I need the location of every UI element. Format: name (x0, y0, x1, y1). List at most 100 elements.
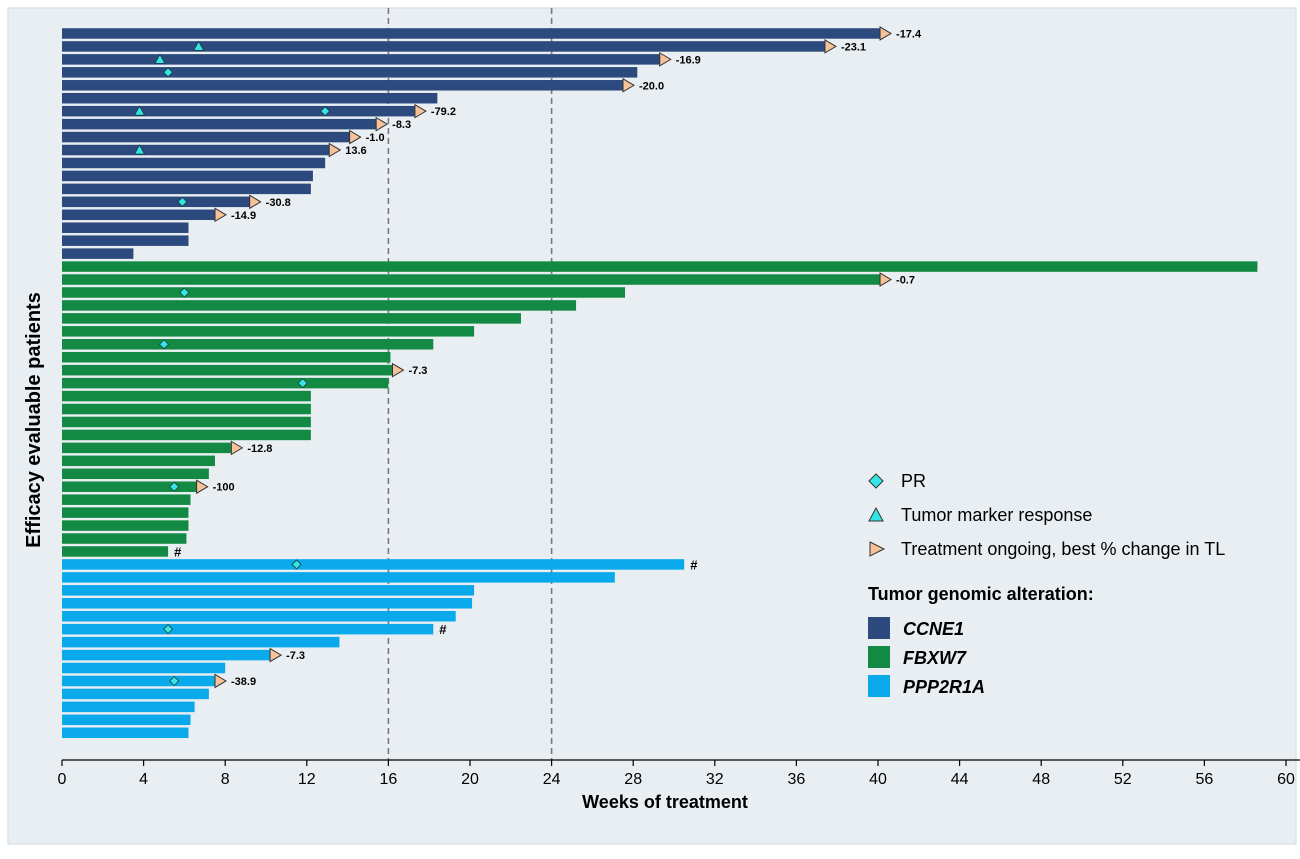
y-axis-label: Efficacy evaluable patients (23, 292, 45, 548)
hash-label: # (439, 622, 447, 637)
patient-bar (62, 520, 189, 531)
tumor-marker-response (154, 53, 166, 64)
patient-bar (62, 572, 615, 583)
best-change-label: -30.8 (266, 197, 291, 209)
ongoing-marker (328, 142, 342, 158)
pr-marker (320, 106, 331, 117)
x-tick-label: 32 (706, 771, 724, 788)
best-change-label: -7.3 (408, 365, 427, 377)
x-tick-label: 20 (461, 771, 479, 788)
patient-bar (62, 675, 215, 687)
patient-bar (62, 41, 825, 52)
tumor-marker-response (133, 144, 146, 155)
patient-bar (62, 377, 389, 389)
legend-swatch (868, 675, 890, 697)
markers-layer: -17.4 -23.1 -16.9 -20.0 -79.2 -8.3 -1.013.6 -30… (133, 26, 922, 689)
patient-bar (62, 170, 313, 182)
patient-bar (62, 157, 326, 169)
legend-marker-label: PR (901, 471, 926, 491)
patient-bar (62, 636, 340, 648)
x-tick-label: 48 (1032, 771, 1050, 788)
legend-marker-label: Treatment ongoing, best % change in TL (901, 539, 1225, 559)
pr-marker (179, 287, 190, 298)
x-axis-label: Weeks of treatment (582, 792, 748, 812)
patient-bar (62, 468, 209, 480)
patient-bar (62, 598, 473, 609)
patient-bar (62, 351, 391, 363)
patient-bar (62, 364, 393, 376)
best-change-label: -12.8 (247, 443, 272, 455)
patient-bar (62, 416, 311, 428)
best-change-label: -8.3 (392, 119, 411, 131)
best-change-label: -100 (213, 482, 235, 494)
x-tick-label: 0 (58, 771, 67, 788)
bars-layer (62, 8, 1258, 760)
legend-diamond-symbol (868, 473, 884, 489)
patient-bar (62, 261, 1258, 272)
ongoing-marker (214, 207, 227, 223)
hash-label: # (174, 544, 182, 559)
x-tick-label: 8 (221, 771, 230, 788)
pr-marker (163, 624, 174, 635)
patient-bar (62, 92, 438, 104)
patient-bar (62, 222, 189, 233)
x-tick-label: 28 (624, 771, 642, 788)
x-tick-label: 12 (298, 771, 316, 788)
patient-bar (62, 429, 311, 441)
patient-bar (62, 662, 226, 674)
legend: PR Tumor marker response Treatment ongoing… (868, 471, 1225, 697)
ongoing-marker (375, 116, 389, 132)
ongoing-marker (879, 26, 893, 41)
legend-groups-title: Tumor genomic alteration: (868, 584, 1094, 604)
x-tick-label: 16 (380, 771, 398, 788)
patient-bar (62, 118, 377, 130)
ongoing-marker (196, 479, 209, 495)
patient-bar (62, 688, 209, 700)
patient-bar (62, 727, 189, 739)
patient-bar (62, 196, 250, 208)
patient-bar (62, 649, 271, 661)
patient-bar (62, 494, 191, 505)
x-axis: 0 4 8 12 16 20 24 28 32 36 40 44 48 52 56 60 (58, 759, 1300, 788)
patient-bar (62, 235, 189, 246)
x-tick-label: 56 (1196, 771, 1214, 788)
patient-bar (62, 481, 197, 492)
best-change-label: -16.9 (676, 54, 701, 66)
best-change-label: -0.7 (896, 275, 915, 287)
pr-marker (291, 559, 302, 570)
patient-bar (62, 442, 232, 454)
best-change-label: 13.6 (345, 145, 366, 157)
legend-triangle-symbol (868, 506, 884, 522)
x-tick-label: 60 (1277, 771, 1295, 788)
ongoing-marker (349, 129, 362, 145)
ongoing-marker (269, 647, 283, 663)
best-change-label: -23.1 (841, 41, 866, 53)
patient-bar (62, 585, 475, 596)
ongoing-marker (391, 362, 405, 378)
patient-bar (62, 313, 521, 324)
patient-bar (62, 326, 475, 337)
pr-marker (177, 196, 188, 207)
legend-group-label: PPP2R1A (903, 677, 985, 697)
ongoing-marker (879, 272, 893, 287)
tumor-marker-response (133, 105, 146, 116)
patient-bar (62, 714, 191, 726)
ongoing-marker (214, 673, 227, 689)
legend-swatch (868, 646, 890, 668)
tumor-marker-response (193, 40, 205, 51)
pr-marker (297, 378, 308, 389)
ongoing-marker (230, 440, 244, 456)
ongoing-marker (414, 103, 427, 119)
legend-right-triangle-symbol (869, 541, 886, 557)
best-change-label: -79.2 (431, 106, 456, 118)
legend-group-label: FBXW7 (903, 648, 967, 668)
best-change-label: -14.9 (231, 210, 256, 222)
legend-marker-label: Tumor marker response (901, 505, 1092, 525)
patient-bar (62, 54, 660, 65)
patient-bar (62, 559, 685, 570)
pr-marker (158, 339, 170, 350)
x-tick-label: 36 (788, 771, 806, 788)
patient-bar (62, 274, 881, 285)
